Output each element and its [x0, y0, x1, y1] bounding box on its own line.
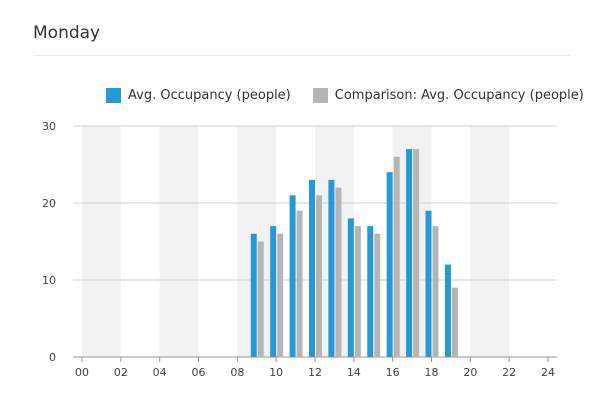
comparison-bar — [257, 241, 264, 357]
chart-legend: Avg. Occupancy (people) Comparison: Avg.… — [106, 88, 584, 103]
comparison-bar — [374, 233, 381, 357]
y-tick-label: 20 — [42, 197, 56, 210]
y-tick-label: 10 — [42, 274, 56, 287]
comparison-bar — [432, 226, 439, 357]
x-tick-label: 22 — [502, 366, 516, 379]
background-band — [82, 126, 121, 357]
x-tick-label: 18 — [425, 366, 439, 379]
y-tick-label: 30 — [42, 120, 56, 133]
comparison-bar — [335, 187, 342, 357]
x-tick-label: 06 — [192, 366, 206, 379]
background-band — [159, 126, 199, 357]
x-tick-label: 20 — [463, 366, 477, 379]
occupancy-bar — [309, 179, 315, 357]
x-tick-label: 16 — [386, 366, 400, 379]
comparison-bar — [296, 210, 303, 357]
occupancy-bar — [367, 226, 374, 357]
occupancy-bar — [386, 172, 393, 357]
legend-item-primary[interactable]: Avg. Occupancy (people) — [106, 88, 291, 103]
x-tick-label: 08 — [230, 366, 244, 379]
x-tick-label: 02 — [114, 366, 128, 379]
x-tick-label: 24 — [541, 366, 555, 379]
x-tick-label: 00 — [75, 366, 89, 379]
comparison-bar — [393, 156, 400, 357]
legend-item-comparison[interactable]: Comparison: Avg. Occupancy (people) — [312, 88, 584, 103]
x-tick-label: 04 — [153, 366, 167, 379]
x-tick-label: 12 — [308, 366, 322, 379]
comparison-bar — [277, 233, 284, 357]
comparison-bar — [413, 149, 420, 357]
occupancy-bar — [347, 218, 354, 357]
comparison-bar — [451, 287, 458, 357]
panel-title: Monday — [33, 23, 101, 43]
x-tick-label: 14 — [347, 366, 361, 379]
occupancy-bar — [406, 149, 413, 357]
occupancy-bar — [270, 226, 277, 357]
comparison-bar — [354, 226, 361, 357]
background-band — [470, 126, 510, 357]
x-tick-label: 10 — [269, 366, 283, 379]
legend-label-comparison: Comparison: Avg. Occupancy (people) — [334, 88, 584, 103]
occupancy-bar — [328, 179, 335, 357]
y-tick-label: 0 — [49, 351, 56, 364]
legend-swatch-primary — [106, 88, 121, 103]
occupancy-bar — [425, 210, 432, 357]
title-divider — [33, 55, 570, 56]
occupancy-bar — [444, 264, 451, 357]
legend-swatch-comparison — [312, 88, 328, 103]
comparison-bar — [316, 195, 322, 357]
occupancy-bar — [289, 195, 296, 357]
occupancy-bar — [250, 233, 257, 357]
legend-label-primary: Avg. Occupancy (people) — [128, 88, 291, 103]
